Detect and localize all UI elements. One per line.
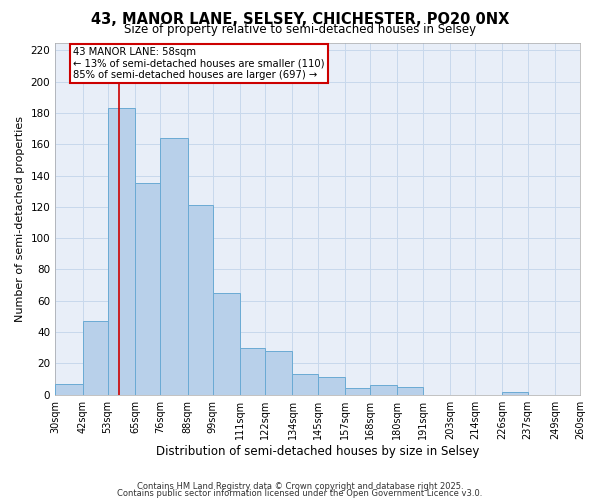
Bar (292, 374, 317, 394)
Text: Contains HM Land Registry data © Crown copyright and database right 2025.: Contains HM Land Registry data © Crown c… (137, 482, 463, 491)
Bar (317, 378, 345, 394)
Bar (240, 348, 265, 395)
Bar (212, 293, 240, 394)
Text: Size of property relative to semi-detached houses in Selsey: Size of property relative to semi-detach… (124, 22, 476, 36)
Y-axis label: Number of semi-detached properties: Number of semi-detached properties (15, 116, 25, 322)
Text: 43, MANOR LANE, SELSEY, CHICHESTER, PO20 0NX: 43, MANOR LANE, SELSEY, CHICHESTER, PO20… (91, 12, 509, 28)
Bar (502, 392, 527, 394)
Bar (107, 108, 135, 395)
Bar (188, 206, 212, 394)
Bar (345, 388, 370, 394)
Text: 43 MANOR LANE: 58sqm
← 13% of semi-detached houses are smaller (110)
85% of semi: 43 MANOR LANE: 58sqm ← 13% of semi-detac… (73, 47, 325, 80)
X-axis label: Distribution of semi-detached houses by size in Selsey: Distribution of semi-detached houses by … (156, 444, 479, 458)
Bar (397, 387, 422, 394)
Bar (265, 351, 292, 395)
Bar (160, 138, 188, 394)
Text: Contains public sector information licensed under the Open Government Licence v3: Contains public sector information licen… (118, 490, 482, 498)
Bar (83, 321, 107, 394)
Bar (370, 386, 397, 394)
Bar (55, 384, 83, 394)
Bar (135, 184, 160, 394)
